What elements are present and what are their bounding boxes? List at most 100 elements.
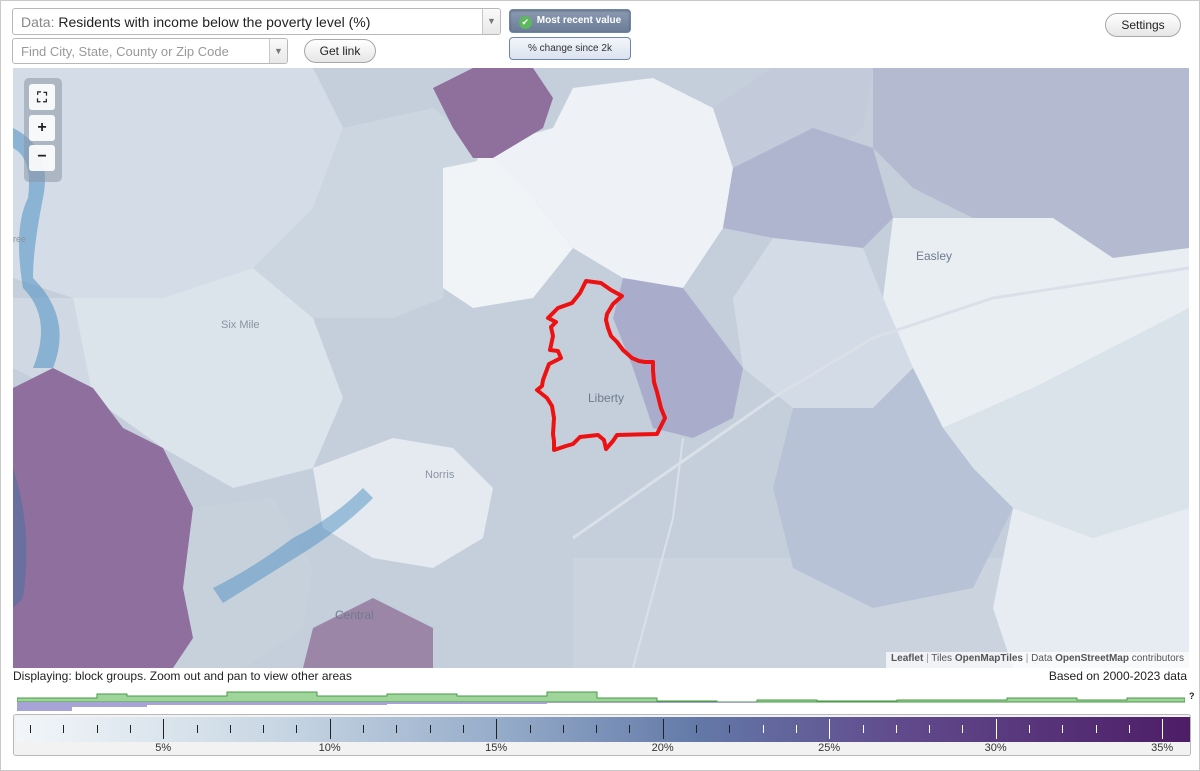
block-group[interactable] — [883, 218, 1189, 428]
leaflet-link[interactable]: Leaflet — [891, 653, 924, 664]
chevron-down-icon[interactable]: ▼ — [269, 39, 287, 63]
legend-minor-tick — [30, 725, 31, 733]
legend-tick-label: 25% — [818, 742, 841, 754]
legend-minor-tick — [462, 725, 464, 733]
zoom-in-button[interactable]: + — [29, 115, 55, 141]
contributors-text: contributors — [1131, 653, 1184, 664]
block-group[interactable] — [313, 438, 493, 568]
legend-minor-tick — [529, 725, 531, 733]
legend-major-tick — [496, 719, 498, 739]
block-group[interactable] — [723, 128, 893, 248]
chevron-down-icon[interactable]: ▼ — [482, 9, 500, 34]
block-group[interactable] — [13, 68, 343, 298]
get-link-button[interactable]: Get link — [304, 39, 376, 63]
block-group-high-poverty[interactable] — [13, 368, 193, 668]
legend-minor-tick — [562, 725, 564, 733]
legend-minor-tick — [862, 725, 864, 733]
legend-minor-tick — [196, 725, 198, 733]
block-group[interactable] — [73, 268, 343, 488]
map-attribution: Leaflet | Tiles OpenMapTiles | Data Open… — [886, 652, 1189, 668]
legend-tick-label: 35% — [1151, 742, 1174, 754]
legend-major-tick — [329, 719, 331, 739]
data-select-prefix: Data: — [21, 14, 55, 30]
legend-minor-tick — [962, 725, 964, 733]
openstreetmap-link[interactable]: OpenStreetMap — [1055, 653, 1129, 664]
most-recent-label: Most recent value — [536, 15, 622, 26]
pct-change-since-2k-toggle[interactable]: % change since 2k — [509, 37, 631, 60]
choropleth-map[interactable] — [13, 68, 1189, 668]
legend-minor-tick — [96, 725, 98, 733]
road — [572, 266, 1189, 540]
histogram-help[interactable]: ? — [1189, 691, 1195, 701]
histogram-most-recent — [17, 691, 1185, 703]
block-group[interactable] — [993, 508, 1189, 668]
legend-minor-tick — [895, 725, 897, 733]
data-select-value: Residents with income below the poverty … — [58, 14, 371, 30]
legend-minor-tick — [229, 725, 231, 733]
legend-tick-label: 5% — [155, 742, 172, 754]
data-prefix: Data — [1031, 653, 1053, 664]
legend-minor-tick — [296, 725, 298, 733]
legend-tick-label: 10% — [318, 742, 341, 754]
legend-minor-tick — [762, 725, 764, 733]
legend-minor-tick — [929, 725, 931, 733]
legend-minor-tick — [795, 725, 797, 733]
data-years-note: Based on 2000-2023 data — [1048, 669, 1187, 683]
color-scale-legend: 5% 10% 15% 20% 25% 30% 35% — [13, 714, 1191, 756]
legend-major-tick — [662, 719, 664, 739]
block-group[interactable] — [773, 368, 1013, 608]
openmaptiles-link[interactable]: OpenMapTiles — [954, 653, 1023, 664]
block-group[interactable] — [873, 68, 1189, 258]
place-label-central: Central — [335, 608, 374, 622]
legend-minor-tick — [396, 725, 398, 733]
map-view[interactable]: Liberty Easley Six Mile Norris Central r… — [13, 68, 1189, 668]
legend-minor-tick — [596, 725, 598, 733]
legend-tick-label: 30% — [984, 742, 1007, 754]
legend-minor-tick — [363, 725, 364, 733]
legend-minor-tick — [429, 725, 431, 733]
location-search-box[interactable]: ▼ — [12, 38, 288, 64]
legend-minor-tick — [1029, 725, 1030, 733]
legend-minor-tick — [263, 725, 265, 733]
block-group[interactable] — [733, 238, 913, 408]
displaying-status: Displaying: block groups. Zoom out and p… — [13, 669, 352, 683]
place-label-easley: Easley — [916, 249, 953, 263]
zoom-out-button[interactable]: − — [29, 145, 55, 171]
most-recent-value-toggle[interactable]: ✔ Most recent value — [509, 9, 631, 33]
color-scale-bar — [16, 717, 1190, 742]
legend-tick-label: 20% — [651, 742, 674, 754]
water-body — [213, 488, 373, 603]
block-group[interactable] — [253, 108, 483, 318]
block-group[interactable] — [453, 78, 733, 288]
place-label-norris: Norris — [425, 469, 455, 481]
water-body — [13, 468, 27, 608]
road — [632, 437, 684, 668]
place-label-partial: ree — [13, 234, 27, 244]
legend-minor-tick — [696, 725, 697, 733]
legend-minor-tick — [129, 725, 131, 733]
value-histogram — [17, 691, 1185, 711]
selected-area-outline[interactable] — [535, 279, 667, 452]
block-group[interactable] — [443, 158, 573, 308]
legend-minor-tick — [1095, 725, 1097, 733]
settings-button[interactable]: Settings — [1105, 13, 1181, 37]
block-group[interactable] — [613, 278, 743, 438]
water-body — [13, 128, 60, 368]
place-label-liberty: Liberty — [588, 391, 625, 405]
block-group-high-poverty[interactable] — [433, 68, 553, 158]
legend-tick-label: 15% — [485, 742, 508, 754]
legend-major-tick — [1162, 719, 1164, 739]
data-variable-select[interactable]: Data: Residents with income below the po… — [12, 8, 501, 35]
tiles-prefix: Tiles — [931, 653, 953, 664]
legend-minor-tick — [1128, 725, 1130, 733]
block-group[interactable] — [943, 308, 1189, 538]
legend-major-tick — [163, 719, 165, 739]
fullscreen-icon[interactable]: ⛶ — [29, 84, 55, 110]
legend-major-tick — [995, 719, 997, 739]
legend-major-tick — [829, 719, 831, 739]
block-group[interactable] — [303, 598, 433, 668]
legend-minor-tick — [1062, 725, 1064, 733]
place-label-six-mile: Six Mile — [221, 319, 260, 331]
location-search-input[interactable] — [13, 39, 269, 63]
